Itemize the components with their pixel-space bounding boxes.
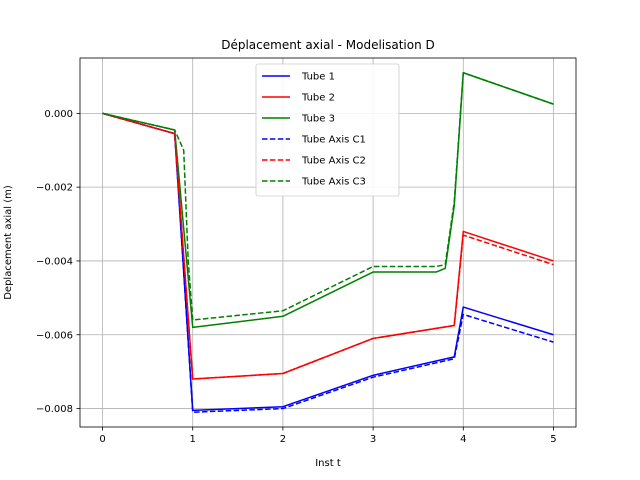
x-tick-label: 4 xyxy=(460,434,466,445)
y-axis-label: Deplacement axial (m) xyxy=(3,185,14,300)
ticks: 0 1 2 3 4 5 −0.008 −0.006 −0.004 −0.002 0.000 xyxy=(36,109,557,445)
x-tick-label: 3 xyxy=(370,434,376,445)
x-tick-label: 2 xyxy=(280,434,286,445)
x-axis-label: Inst t xyxy=(315,458,341,469)
x-tick-label: 1 xyxy=(190,434,196,445)
legend-label: Tube Axis C1 xyxy=(301,135,366,146)
x-tick-label: 0 xyxy=(99,434,105,445)
y-tick-label: 0.000 xyxy=(44,109,73,120)
legend-label: Tube 2 xyxy=(301,93,335,104)
legend-label: Tube Axis C3 xyxy=(301,177,366,188)
legend-label: Tube Axis C2 xyxy=(301,156,366,167)
y-tick-label: −0.004 xyxy=(36,256,73,267)
legend: Tube 1 Tube 2 Tube 3 Tube Axis C1 Tube Axis … xyxy=(255,63,400,197)
legend-label: Tube 1 xyxy=(301,72,335,83)
y-tick-label: −0.008 xyxy=(36,404,73,415)
series-line-5 xyxy=(102,112,554,380)
series-lines xyxy=(102,72,554,413)
series-line-6 xyxy=(102,72,554,321)
chart-title: Déplacement axial - Modelisation D xyxy=(221,38,435,52)
x-tick-label: 5 xyxy=(550,434,556,445)
legend-box xyxy=(255,63,400,197)
plot-frame xyxy=(79,57,577,428)
legend-label: Tube 3 xyxy=(301,114,335,125)
y-tick-label: −0.002 xyxy=(36,183,73,194)
y-tick-label: −0.006 xyxy=(36,330,73,341)
